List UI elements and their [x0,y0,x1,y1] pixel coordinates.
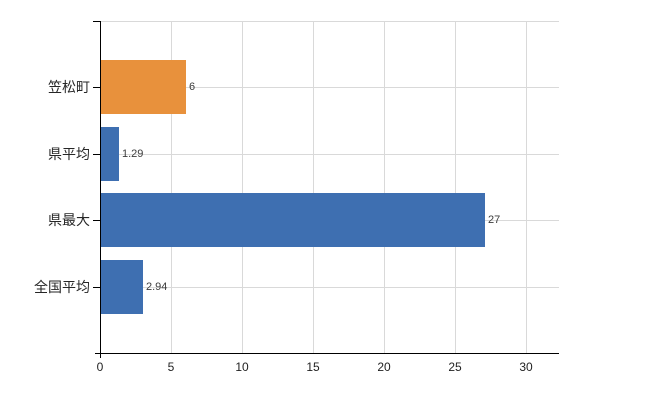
plot-top-border [100,21,559,22]
bar-0 [101,60,186,114]
bar-3 [101,260,143,314]
bar-value-label: 6 [189,81,196,93]
y-gridline [100,87,559,88]
x-gridline [313,21,314,353]
x-tick-label: 20 [377,360,391,374]
y-axis-tick [93,220,100,221]
x-tick-label: 25 [448,360,462,374]
category-label-2: 県最大 [48,212,90,228]
x-gridline [171,21,172,353]
x-gridline [455,21,456,353]
bar-1 [101,127,119,181]
y-axis-tick [93,21,100,22]
x-tick-label: 30 [519,360,533,374]
bar-value-label: 27 [488,214,501,226]
x-gridline [526,21,527,353]
x-axis-line [95,353,559,354]
bar-value-label: 2.94 [146,281,168,293]
bar-2 [101,193,485,247]
x-gridline [242,21,243,353]
y-axis-tick [93,287,100,288]
y-gridline [100,154,559,155]
y-axis-tick [93,154,100,155]
category-label-3: 全国平均 [34,279,90,295]
x-gridline [384,21,385,353]
category-label-1: 県平均 [48,146,90,162]
x-tick-label: 15 [306,360,320,374]
x-tick-label: 5 [167,360,175,374]
y-axis-tick [93,87,100,88]
y-axis-line [100,21,101,358]
y-gridline [100,287,559,288]
category-label-0: 笠松町 [48,79,90,95]
x-tick-label: 0 [96,360,104,374]
x-tick-label: 10 [235,360,249,374]
bar-value-label: 1.29 [122,148,144,160]
